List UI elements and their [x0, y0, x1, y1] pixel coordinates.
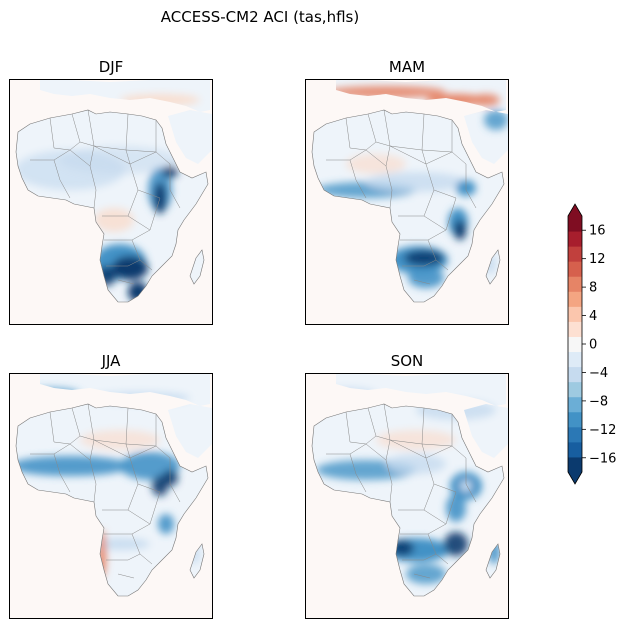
colorbar-segment [568, 366, 582, 383]
anomaly-blob [90, 538, 150, 550]
colorbar-segment [568, 291, 582, 307]
colorbar-segment [568, 321, 582, 337]
anomaly-blob [446, 494, 466, 522]
anomaly-blob [408, 268, 444, 288]
panel-title-son: SON [390, 352, 424, 370]
colorbar-tick-label: 12 [589, 252, 606, 267]
colorbar-segment [568, 276, 582, 292]
panel-title-djf: DJF [98, 58, 124, 76]
map-svg-mam [311, 80, 508, 303]
colorbar-segment [568, 411, 582, 428]
anomaly-blob [128, 282, 148, 302]
anomaly-blob [80, 430, 160, 450]
map-panel-djf [9, 79, 213, 325]
country-borders-jja [15, 403, 209, 597]
anomaly-blob [484, 110, 508, 130]
anomaly-blob [416, 400, 496, 420]
colorbar-outline [567, 203, 583, 485]
colorbar: 16 12 8 4 0 −4 −8 −12 −16 [567, 203, 616, 485]
map-svg-son [311, 374, 508, 597]
colorbar-segment [568, 441, 582, 458]
anomaly-blob [120, 94, 200, 106]
colorbar-segment [568, 246, 582, 262]
colorbar-tick-label: 0 [589, 338, 597, 353]
colorbar-segment [568, 216, 582, 232]
map-svg-djf [15, 80, 212, 303]
anomaly-blob [112, 256, 148, 280]
colorbar-segment [568, 456, 582, 473]
land-jja [16, 374, 212, 596]
anomaly-blob [386, 454, 446, 474]
map-svg-jja [15, 374, 212, 597]
anomaly-blob [16, 456, 130, 476]
anomaly-blob [20, 388, 80, 400]
anomaly-blob [94, 208, 134, 232]
colorbar-tick-label: 4 [589, 309, 597, 324]
country-borders-djf [15, 109, 209, 303]
anomaly-blob [170, 272, 182, 288]
figure-title: ACCESS-CM2 ACI (tas,hfls) [160, 8, 360, 26]
anomaly-blob [404, 250, 444, 266]
anomaly-blob [92, 560, 100, 580]
colorbar-tick-label: −8 [589, 394, 608, 409]
anomaly-blob [406, 564, 446, 584]
map-panel-mam [305, 79, 509, 325]
map-panel-jja [9, 373, 213, 619]
colorbar-segment [568, 231, 582, 247]
anomaly-blob [326, 86, 446, 98]
colorbar-segment [568, 381, 582, 398]
panel-title-jja: JJA [101, 352, 121, 370]
anomaly-blob [98, 530, 106, 578]
anomaly-blob [316, 388, 376, 400]
anomaly-blob [444, 532, 468, 556]
anomaly-blob [158, 514, 174, 534]
colorbar-segment [568, 261, 582, 277]
country-borders-mam [311, 109, 505, 303]
anomaly-blob [366, 172, 466, 192]
colorbar-tick-label: −4 [589, 366, 608, 381]
colorbar-extend-min [568, 472, 582, 484]
colorbar-tick-label: 8 [589, 281, 597, 296]
colorbar-segment [568, 336, 582, 353]
anomaly-blob [454, 220, 466, 240]
colorbar-tick-label: −12 [589, 423, 616, 438]
colorbar-segment [568, 306, 582, 322]
colorbar-segment [568, 426, 582, 443]
country-borders-son [311, 403, 505, 597]
colorbar-tick-label: 16 [589, 224, 606, 239]
anomaly-blob [472, 94, 500, 106]
anomaly-blob [376, 430, 456, 450]
colorbar-segment [568, 351, 582, 368]
colorbar-extend-max [568, 204, 582, 216]
map-panel-son [305, 373, 509, 619]
anomaly-blob [382, 538, 450, 562]
anomaly-blob [188, 544, 200, 564]
anomaly-blob [90, 392, 190, 404]
panel-title-mam: MAM [388, 58, 426, 76]
colorbar-tick-label: −16 [589, 451, 616, 466]
anomaly-blob [390, 540, 414, 556]
colorbar-segment [568, 396, 582, 413]
anomaly-blob [346, 154, 406, 174]
